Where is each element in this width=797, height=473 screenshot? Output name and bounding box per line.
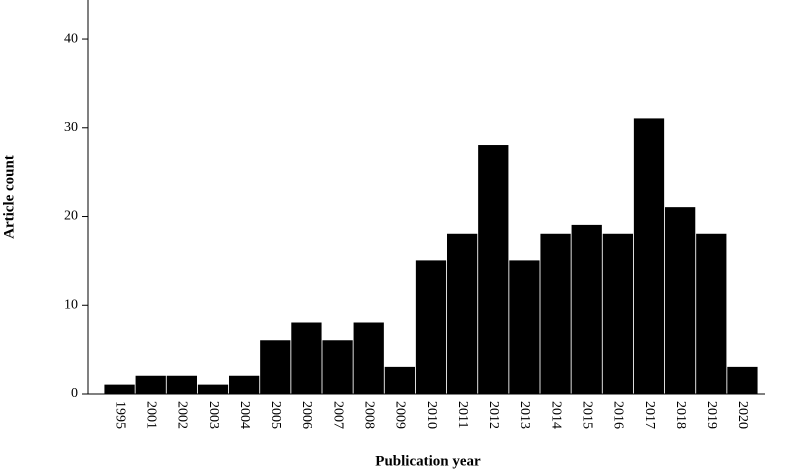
bar	[291, 322, 322, 395]
bar	[727, 366, 758, 395]
x-tick-label: 1995	[112, 401, 127, 429]
bar	[353, 322, 384, 395]
bar	[571, 224, 602, 395]
y-tick-label: 10	[64, 297, 78, 312]
x-tick-label: 2004	[237, 401, 252, 429]
bar	[260, 340, 291, 395]
x-tick-label: 2008	[361, 401, 376, 429]
bar	[540, 233, 571, 395]
x-tick-label: 2014	[548, 401, 563, 429]
bar	[229, 375, 260, 395]
bar	[322, 340, 353, 395]
x-tick-label: 2017	[642, 401, 657, 429]
x-tick-label: 2015	[579, 401, 594, 429]
x-tick-label: 2016	[611, 401, 626, 429]
bar	[104, 384, 135, 395]
x-tick-label: 2003	[206, 401, 221, 429]
bar	[384, 366, 415, 395]
x-tick-label: 2007	[330, 401, 345, 429]
x-tick-label: 2005	[268, 401, 283, 429]
bar	[415, 260, 447, 395]
x-tick-label: 2012	[486, 401, 501, 429]
x-tick-label: 2020	[735, 401, 750, 429]
y-axis-title: Article count	[1, 155, 17, 239]
y-tick-label: 20	[64, 209, 78, 224]
x-tick-label: 2019	[704, 401, 719, 429]
x-tick-label: 2018	[673, 401, 688, 429]
bar	[602, 233, 633, 395]
bar	[633, 118, 665, 395]
x-tick-label: 2010	[424, 401, 439, 429]
x-axis-title: Publication year	[375, 453, 481, 469]
bar	[447, 233, 478, 395]
bar	[135, 375, 166, 395]
bar	[665, 207, 696, 395]
y-tick-label: 30	[64, 120, 78, 135]
bar	[197, 384, 229, 395]
x-tick-label: 2002	[175, 401, 190, 429]
bar	[509, 260, 540, 395]
bar	[166, 375, 197, 395]
y-tick-label: 0	[71, 386, 78, 401]
bar	[696, 233, 727, 395]
x-tick-label: 2009	[393, 401, 408, 429]
y-tick-label: 40	[64, 31, 78, 46]
x-tick-label: 2013	[517, 401, 532, 429]
bar	[478, 145, 509, 395]
x-tick-label: 2006	[299, 401, 314, 429]
x-tick-label: 2001	[143, 401, 158, 429]
x-tick-label: 2011	[455, 401, 470, 428]
